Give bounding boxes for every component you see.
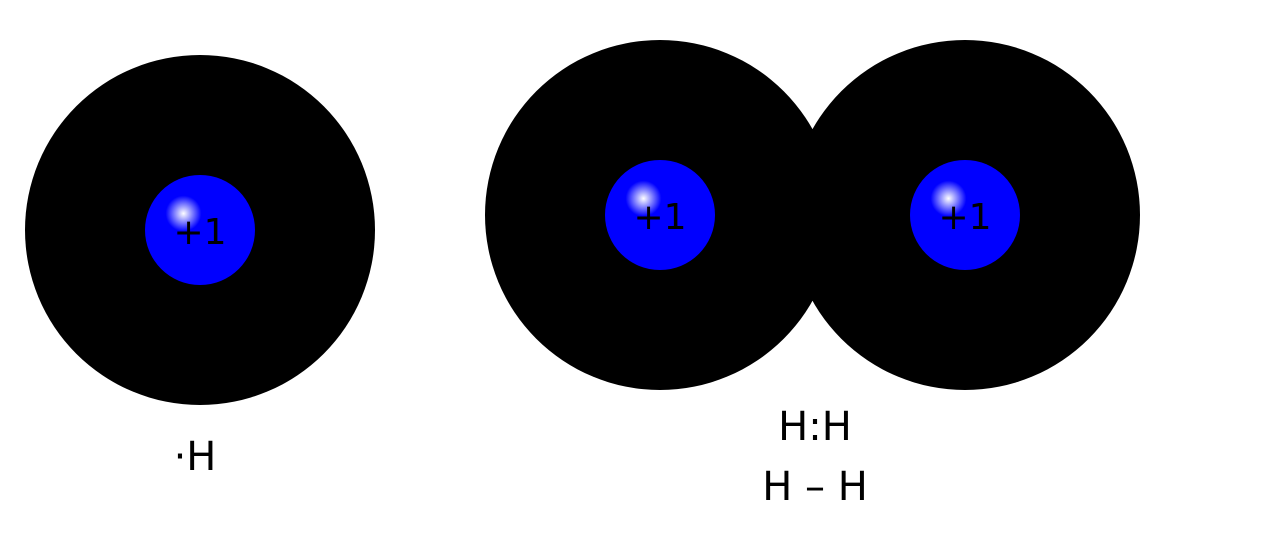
nucleus-charge-label: +1	[938, 197, 991, 238]
nucleus-charge-label: +1	[633, 197, 686, 238]
nucleus-charge-label: +1	[173, 212, 226, 253]
hydrogen-atom-single: +1	[25, 55, 375, 405]
caption-molecule-line2: H – H	[762, 464, 868, 510]
hydrogen-molecule: +1 +1	[485, 40, 1140, 390]
hydrogen-bond-diagram: +1 +1 +1 ·H H:H H – H	[0, 0, 1280, 549]
hydrogen-atom-left: +1	[485, 40, 835, 390]
hydrogen-atom-right: +1	[790, 40, 1140, 390]
caption-single-atom: ·H	[174, 434, 217, 480]
caption-molecule-line1: H:H	[778, 404, 852, 450]
